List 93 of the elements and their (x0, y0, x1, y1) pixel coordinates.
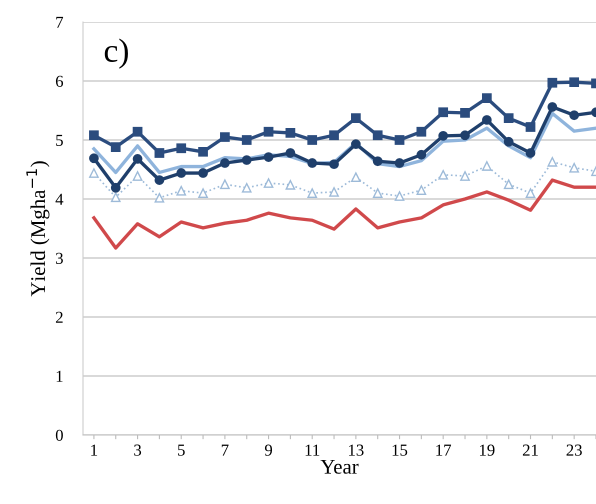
point (307, 188, 318, 198)
point (154, 192, 164, 203)
point (286, 128, 296, 138)
x-axis-title: Year (320, 460, 359, 474)
point (110, 182, 121, 193)
point (110, 142, 121, 152)
y-tick-label: 4 (56, 194, 64, 205)
point (504, 136, 514, 147)
x-tick-label: 9 (264, 444, 272, 456)
point (286, 148, 296, 158)
point (416, 150, 426, 160)
point (460, 171, 470, 181)
point (286, 180, 296, 190)
x-tick-label: 1 (91, 444, 98, 456)
x-tick-label: 5 (178, 444, 185, 456)
point (220, 179, 230, 190)
point (198, 188, 208, 198)
point (569, 110, 580, 120)
point (329, 130, 339, 140)
point (89, 153, 99, 164)
x-tick-label: 13 (349, 444, 364, 456)
x-tick-label: 23 (566, 444, 582, 456)
y-tick-label: 3 (56, 252, 63, 264)
y-tick-label: 6 (56, 76, 64, 87)
point (504, 179, 514, 190)
point (460, 130, 470, 140)
point (242, 135, 252, 145)
point (176, 168, 186, 178)
x-tick-label: 3 (134, 444, 142, 456)
point (438, 131, 448, 141)
point (132, 171, 142, 181)
line-series (92, 178, 596, 250)
point (351, 139, 361, 149)
point (132, 154, 142, 164)
x-tick-label: 7 (222, 444, 229, 456)
y-tick-label: 1 (56, 370, 63, 382)
point (89, 130, 99, 140)
point (394, 191, 404, 201)
point (504, 113, 514, 124)
y-tick-label: 0 (56, 430, 63, 441)
y-tick-label: 5 (56, 134, 63, 146)
point (329, 159, 339, 170)
point (132, 126, 142, 137)
point (438, 107, 448, 118)
point (482, 161, 492, 171)
point (416, 185, 426, 196)
point (307, 135, 318, 145)
point (372, 188, 383, 198)
point (89, 168, 99, 178)
point (482, 93, 492, 103)
point (264, 126, 274, 137)
point (220, 132, 230, 142)
point (547, 78, 558, 88)
point (526, 122, 536, 132)
annotation: c) (104, 38, 128, 69)
point (176, 143, 186, 154)
point (569, 77, 580, 88)
point (264, 178, 274, 188)
point (198, 168, 208, 178)
point (526, 148, 536, 158)
point (154, 148, 164, 158)
point (242, 182, 252, 193)
point (394, 135, 404, 145)
point (351, 172, 361, 182)
point (372, 156, 383, 166)
point (460, 108, 470, 118)
point (307, 158, 318, 168)
x-tick-label: 17 (436, 444, 452, 456)
point (329, 187, 339, 197)
point (394, 158, 404, 168)
y-tick-label: 7 (56, 16, 64, 28)
x-tick-label: 11 (306, 444, 320, 456)
point (176, 186, 186, 196)
point (372, 130, 383, 140)
point (154, 175, 164, 185)
point (526, 188, 536, 198)
x-tick-label: 19 (480, 444, 494, 456)
point (351, 113, 361, 124)
point (242, 155, 252, 165)
point (416, 126, 426, 137)
point (264, 152, 274, 162)
point (198, 146, 208, 157)
point (547, 102, 558, 112)
point (547, 156, 558, 167)
point (220, 158, 230, 168)
point (569, 162, 580, 173)
x-tick-label: 21 (522, 444, 538, 456)
y-tick-label: 2 (56, 312, 63, 323)
point (482, 115, 492, 125)
point (438, 170, 448, 180)
x-tick-label: 15 (392, 444, 408, 456)
point (110, 192, 121, 202)
y-axis-title: Yield (Mgha$^{−1}$) (26, 161, 50, 296)
